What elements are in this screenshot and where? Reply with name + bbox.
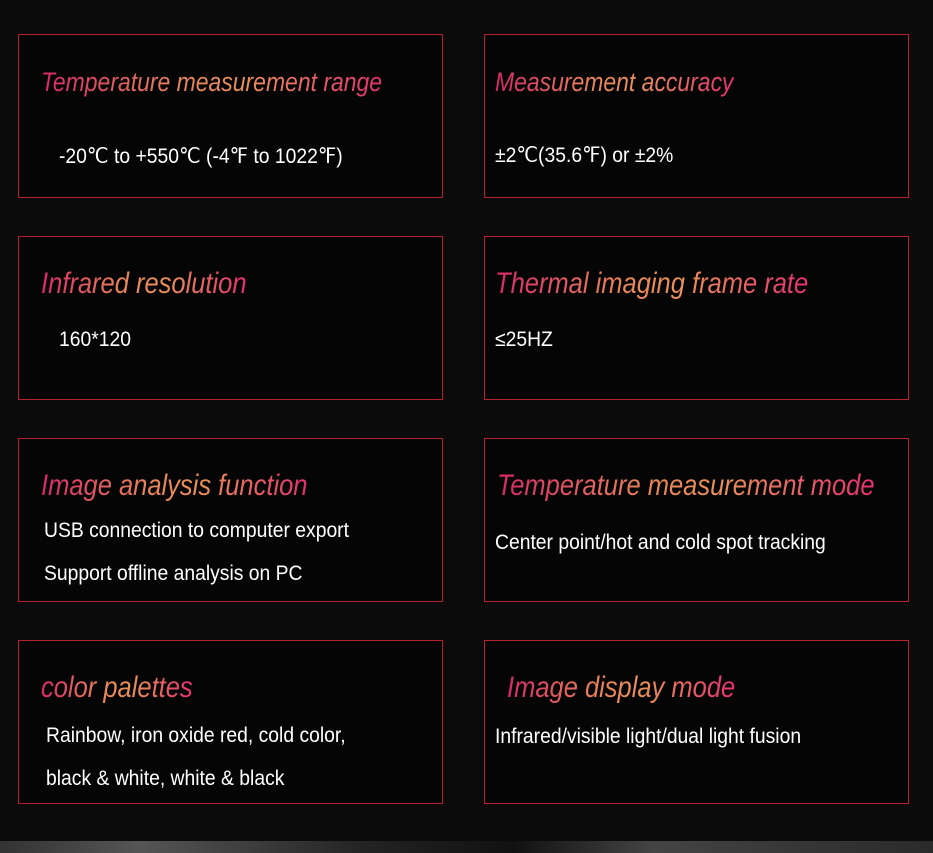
spec-infrared-resolution: Infrared resolution 160*120 (18, 236, 443, 400)
spec-image-analysis: Image analysis function USB connection t… (18, 438, 443, 602)
spec-line: black & white, white & black (46, 767, 285, 790)
spec-frame-rate: Thermal imaging frame rate ≤25HZ (484, 236, 909, 400)
spec-title: color palettes (41, 671, 193, 704)
spec-value: ≤25HZ (495, 328, 553, 351)
spec-value: 160*120 (59, 328, 131, 351)
spec-line: Support offline analysis on PC (44, 562, 303, 585)
spec-value: Center point/hot and cold spot tracking (495, 531, 826, 554)
spec-value: Infrared/visible light/dual light fusion (495, 725, 802, 748)
spec-title: Temperature measurement mode (497, 469, 875, 502)
spec-measurement-mode: Temperature measurement mode Center poin… (484, 438, 909, 602)
spec-temperature-range: Temperature measurement range -20℃ to +5… (18, 34, 443, 198)
spec-title: Image analysis function (41, 469, 308, 502)
spec-line: USB connection to computer export (44, 519, 349, 542)
spec-accuracy: Measurement accuracy ±2℃(35.6℉) or ±2% (484, 34, 909, 198)
spec-title: Temperature measurement range (41, 67, 383, 97)
spec-line: Rainbow, iron oxide red, cold color, (46, 724, 346, 747)
spec-title: Thermal imaging frame rate (495, 267, 809, 300)
spec-display-mode: Image display mode Infrared/visible ligh… (484, 640, 909, 804)
spec-title: Measurement accuracy (495, 67, 734, 97)
spec-value: -20℃ to +550℃ (-4℉ to 1022℉) (59, 145, 343, 168)
spec-title: Infrared resolution (41, 267, 247, 300)
spec-title: Image display mode (507, 671, 736, 704)
spec-value: ±2℃(35.6℉) or ±2% (495, 144, 674, 167)
bottom-image-strip (0, 841, 933, 853)
spec-value: USB connection to computer export Suppor… (44, 509, 349, 595)
spec-value: Rainbow, iron oxide red, cold color, bla… (46, 714, 346, 800)
spec-color-palettes: color palettes Rainbow, iron oxide red, … (18, 640, 443, 804)
